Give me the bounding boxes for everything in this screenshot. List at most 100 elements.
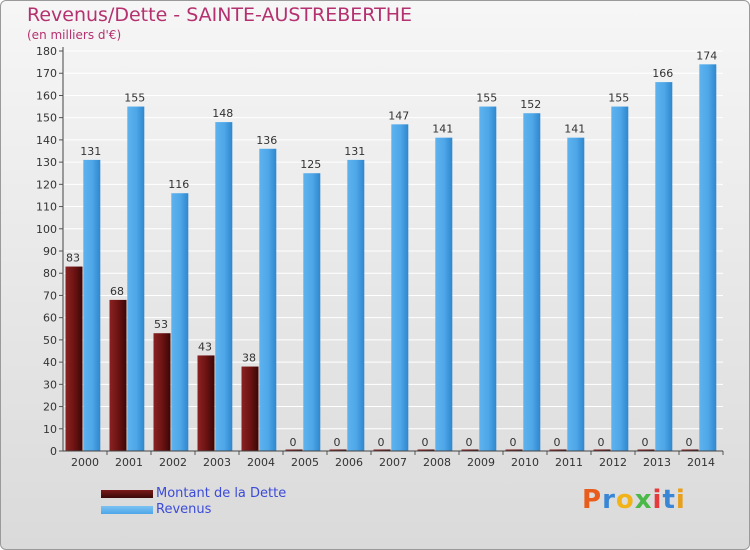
chart-title: Revenus/Dette - SAINTE-AUSTREBERTHE	[27, 4, 413, 26]
y-tick-label: 150	[36, 112, 57, 125]
y-tick-label: 140	[36, 134, 57, 147]
bar-revenus-2003	[215, 122, 233, 451]
data-label-revenus-2012: 155	[608, 92, 629, 105]
bar-revenus-2014	[699, 64, 717, 452]
data-label-dette-2001: 68	[110, 285, 124, 298]
x-tick-label: 2011	[555, 456, 583, 469]
bar-dette-2005	[285, 449, 303, 451]
x-tick-label: 2005	[291, 456, 319, 469]
bar-dette-2002	[153, 333, 171, 451]
data-label-revenus-2003: 148	[212, 107, 233, 120]
x-tick-label: 2009	[467, 456, 495, 469]
bar-dette-2013	[637, 449, 655, 451]
data-label-revenus-2004: 136	[256, 134, 277, 147]
y-tick-label: 160	[36, 89, 57, 102]
bar-revenus-2001	[127, 106, 145, 452]
data-label-dette-2011: 0	[554, 436, 561, 449]
data-label-revenus-2007: 147	[388, 109, 409, 122]
y-tick-label: 80	[43, 267, 57, 280]
data-label-revenus-2001: 155	[124, 92, 145, 105]
data-label-dette-2002: 53	[154, 318, 168, 331]
bar-dette-2012	[593, 449, 611, 451]
x-tick-label: 2008	[423, 456, 451, 469]
y-tick-label: 170	[36, 67, 57, 80]
proxiti-logo: Proxiti	[582, 485, 686, 515]
data-label-revenus-2002: 116	[168, 178, 189, 191]
bar-dette-2011	[549, 449, 567, 451]
data-label-revenus-2014: 174	[696, 49, 717, 62]
legend-swatch-dette	[101, 490, 153, 498]
data-label-dette-2008: 0	[422, 436, 429, 449]
bar-revenus-2008	[435, 137, 453, 451]
x-tick-label: 2002	[159, 456, 187, 469]
y-tick-label: 60	[43, 312, 57, 325]
data-label-dette-2005: 0	[290, 436, 297, 449]
bar-dette-2004	[241, 366, 259, 451]
bar-revenus-2009	[479, 106, 497, 452]
bar-dette-2000	[65, 266, 83, 451]
x-tick-label: 2001	[115, 456, 143, 469]
data-label-revenus-2011: 141	[564, 123, 585, 136]
data-label-dette-2007: 0	[378, 436, 385, 449]
bar-dette-2006	[329, 449, 347, 451]
bar-revenus-2002	[171, 193, 189, 451]
y-tick-label: 70	[43, 289, 57, 302]
x-tick-label: 2004	[247, 456, 275, 469]
bar-dette-2008	[417, 449, 435, 451]
bar-revenus-2011	[567, 137, 585, 451]
y-tick-label: 110	[36, 201, 57, 214]
data-label-dette-2009: 0	[466, 436, 473, 449]
data-label-dette-2000: 83	[66, 252, 80, 265]
y-tick-label: 20	[43, 401, 57, 414]
bar-revenus-2005	[303, 173, 321, 451]
bar-dette-2001	[109, 299, 127, 451]
axes	[62, 47, 723, 452]
bar-revenus-2006	[347, 159, 365, 451]
x-tick-label: 2000	[71, 456, 99, 469]
bar-dette-2007	[373, 449, 391, 451]
data-label-revenus-2009: 155	[476, 92, 497, 105]
bars	[65, 64, 717, 452]
data-label-revenus-2008: 141	[432, 123, 453, 136]
bar-revenus-2007	[391, 124, 409, 451]
x-tick-label: 2003	[203, 456, 231, 469]
data-label-dette-2014: 0	[686, 436, 693, 449]
bar-dette-2009	[461, 449, 479, 451]
y-tick-label: 30	[43, 378, 57, 391]
data-label-dette-2013: 0	[642, 436, 649, 449]
data-labels: 83 131 68 155 53 116 43 148 38 136 0 125 0 131 0 147 0 14…	[66, 49, 717, 449]
legend-swatch-revenus	[101, 506, 153, 514]
y-tick-label: 180	[36, 45, 57, 58]
y-tick-label: 130	[36, 156, 57, 169]
bar-chart: 0 10 20 30 40 50 60 70 80 90 100 110 120 130 140 150 160…	[36, 45, 724, 469]
data-label-revenus-2000: 131	[80, 145, 101, 158]
legend-label-revenus: Revenus	[156, 502, 212, 517]
x-tick-label: 2006	[335, 456, 363, 469]
bar-dette-2003	[197, 355, 215, 451]
x-tick-label: 2014	[687, 456, 715, 469]
legend-label-dette: Montant de la Dette	[156, 486, 287, 501]
data-label-dette-2004: 38	[242, 352, 256, 365]
data-label-dette-2012: 0	[598, 436, 605, 449]
data-label-revenus-2005: 125	[300, 158, 321, 171]
bar-revenus-2000	[83, 159, 101, 451]
data-label-dette-2006: 0	[334, 436, 341, 449]
data-label-revenus-2006: 131	[344, 145, 365, 158]
x-tick-label: 2007	[379, 456, 407, 469]
x-tick-label: 2010	[511, 456, 539, 469]
y-tick-label: 40	[43, 356, 57, 369]
y-tick-label: 10	[43, 423, 57, 436]
y-tick-label: 120	[36, 178, 57, 191]
bar-revenus-2012	[611, 106, 629, 452]
y-tick-label: 90	[43, 245, 57, 258]
x-tick-label: 2012	[599, 456, 627, 469]
y-axis-ticks: 0 10 20 30 40 50 60 70 80 90 100 110 120 130 140 150 160…	[36, 45, 63, 458]
bar-dette-2010	[505, 449, 523, 451]
y-tick-label: 0	[50, 445, 57, 458]
x-axis-ticks: 2000 2001 2002 2003 2004 2005 2006 2007 2008 2009…	[71, 451, 724, 469]
bar-revenus-2010	[523, 113, 541, 451]
x-tick-label: 2013	[643, 456, 671, 469]
data-label-dette-2010: 0	[510, 436, 517, 449]
bar-revenus-2013	[655, 82, 673, 451]
